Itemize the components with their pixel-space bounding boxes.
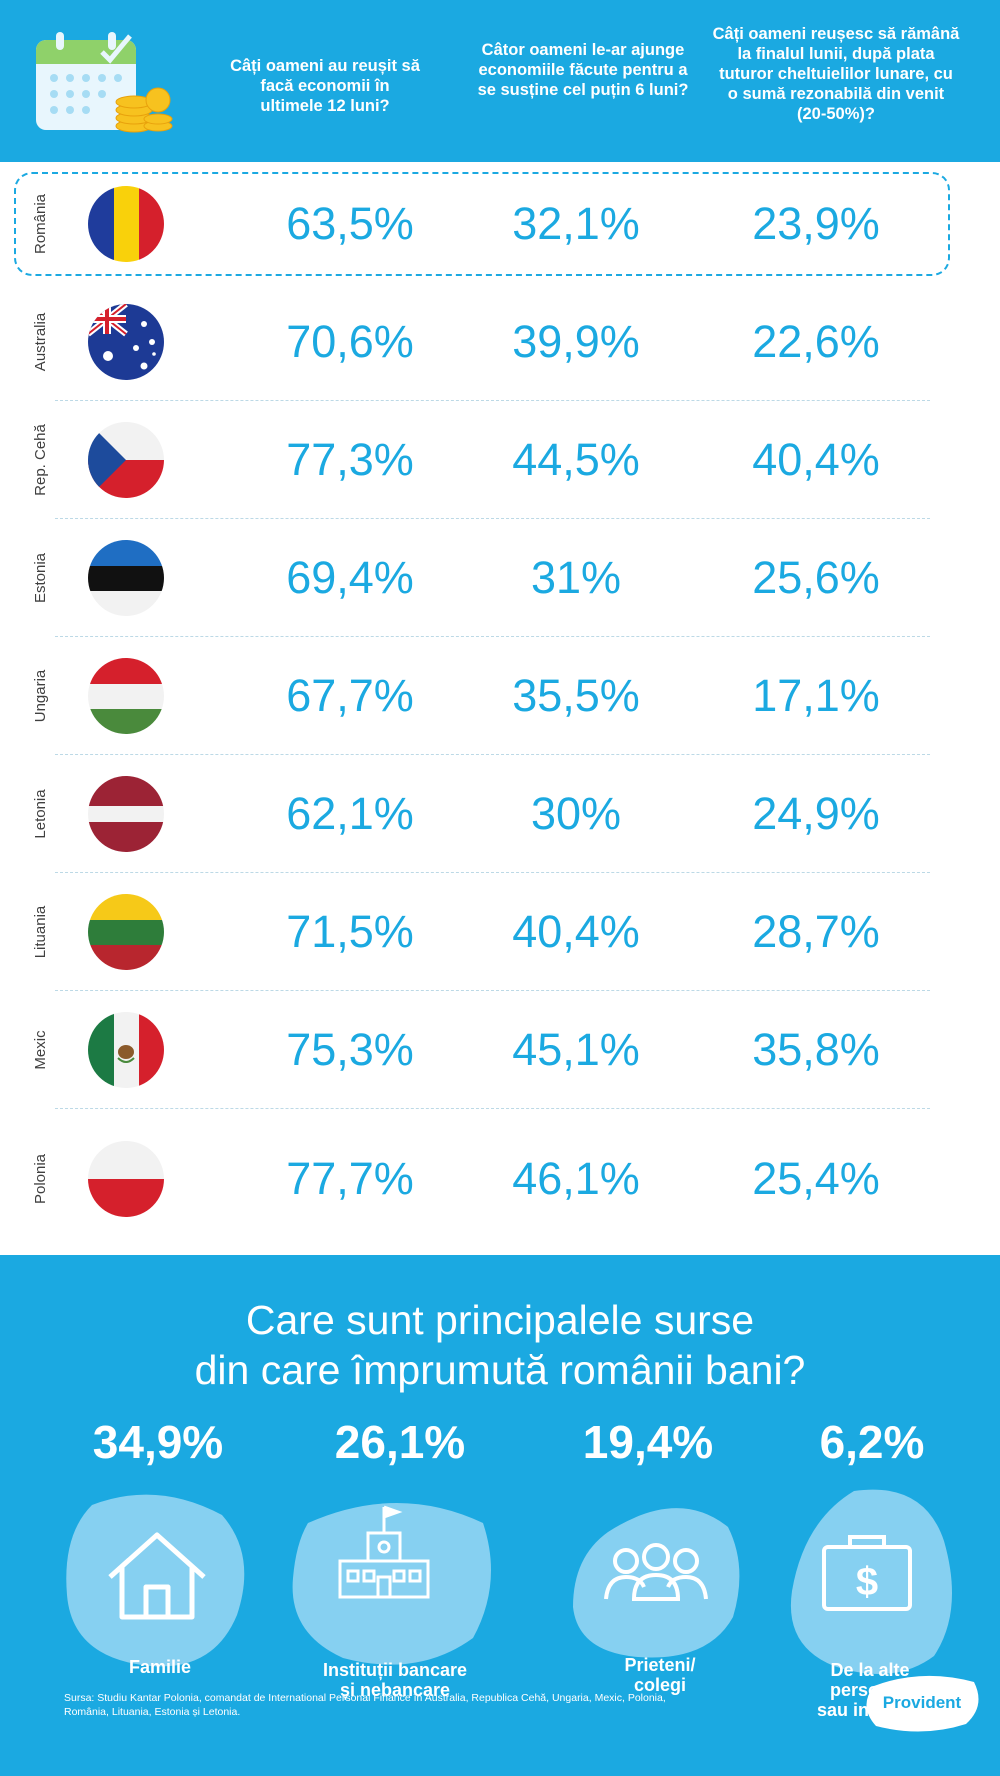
value-remaining: 23,9% [752, 198, 880, 249]
others-label-line1: De la alte [830, 1660, 910, 1680]
banks-label-line2: și nebancare [339, 1680, 451, 1700]
country-label: Mexic [32, 1030, 49, 1070]
dollar-icon: $ [856, 1560, 878, 1604]
others-percent: 6,2% [819, 1416, 925, 1468]
country-label: Letonia [32, 789, 49, 839]
table-row: Lituania 71,5% 40,4% 28,7% [0, 873, 1000, 991]
borrowing-sources-panel: Care sunt principalele surse din care îm… [0, 1255, 1000, 1776]
row-divider [55, 400, 930, 401]
value-saved: 75,3% [286, 1024, 414, 1075]
row-divider [55, 872, 930, 873]
country-label: Estonia [32, 552, 49, 604]
row-divider [55, 1108, 930, 1109]
mexico-flag-icon [88, 1012, 164, 1088]
row-divider [55, 990, 930, 991]
banks-percent: 26,1% [334, 1416, 466, 1468]
value-remaining: 40,4% [752, 434, 880, 485]
value-six-months: 45,1% [512, 1024, 640, 1075]
value-saved: 71,5% [286, 906, 414, 957]
banks-label: Instituții bancare și nebancare [300, 1660, 490, 1700]
country-label: România [32, 193, 49, 255]
others-blob: $ [790, 1489, 952, 1674]
row-divider [55, 636, 930, 637]
value-saved: 67,7% [286, 670, 414, 721]
family-blob [66, 1494, 245, 1667]
table-row: Estonia 69,4% 31% 25,6% [0, 519, 1000, 637]
table-row: Ungaria 67,7% 35,5% 17,1% [0, 637, 1000, 755]
friends-blob [573, 1508, 740, 1658]
lithuania-flag-icon [88, 894, 164, 970]
value-remaining: 25,4% [752, 1153, 880, 1204]
calendar-coins-icon [36, 32, 173, 133]
australia-flag-icon [88, 304, 164, 380]
value-remaining: 28,7% [752, 906, 880, 957]
country-label: Ungaria [32, 669, 49, 723]
value-saved: 70,6% [286, 316, 414, 367]
people-group-icon [604, 1543, 708, 1601]
banks-blob [292, 1503, 491, 1665]
value-six-months: 40,4% [512, 906, 640, 957]
value-remaining: 17,1% [752, 670, 880, 721]
poland-flag-icon [88, 1141, 164, 1217]
family-label: Familie [128, 1657, 192, 1677]
value-saved: 77,3% [286, 434, 414, 485]
source-note: Sursa: Studiu Kantar Polonia, comandat d… [64, 1692, 666, 1718]
romania-highlight-frame [14, 172, 950, 276]
borrowing-title: Care sunt principalele surse din care îm… [0, 1295, 1000, 1395]
row-divider [55, 518, 930, 519]
value-saved: 77,7% [286, 1153, 414, 1204]
money-case-icon [822, 1535, 912, 1611]
value-six-months: 32,1% [512, 198, 640, 249]
friends-label-line1: Prieteni/ [624, 1655, 696, 1675]
table-row: Rep. Cehă 77,3% 44,5% 40,4% [0, 401, 1000, 519]
value-saved: 62,1% [286, 788, 414, 839]
question-saved-12-months: Câți oameni au reușit să facă economii î… [230, 57, 420, 115]
question-remaining-income: Câți oameni reușesc să rămână la finalul… [712, 25, 960, 123]
value-six-months: 44,5% [512, 434, 640, 485]
table-row: Australia 70,6% 39,9% 22,6% [0, 283, 1000, 401]
value-saved: 63,5% [286, 198, 414, 249]
question-savings-6-months: Câtor oameni le-ar ajunge economiile făc… [477, 41, 689, 99]
latvia-flag-icon [88, 776, 164, 852]
value-six-months: 31% [530, 552, 622, 603]
czech-flag-icon [88, 422, 164, 498]
row-divider [55, 754, 930, 755]
borrowing-title-line1: Care sunt principalele surse [245, 1297, 755, 1343]
house-icon [108, 1532, 206, 1620]
value-remaining: 35,8% [752, 1024, 880, 1075]
table-row: Mexic 75,3% 45,1% 35,8% [0, 991, 1000, 1109]
country-label: Lituania [32, 905, 49, 959]
header-banner: Câți oameni au reușit să facă economii î… [0, 0, 1000, 162]
friends-label: Prieteni/ colegi [590, 1655, 730, 1695]
value-six-months: 46,1% [512, 1153, 640, 1204]
friends-label-line2: colegi [633, 1675, 686, 1695]
value-remaining: 22,6% [752, 316, 880, 367]
value-saved: 69,4% [286, 552, 414, 603]
country-label: Rep. Cehă [32, 424, 49, 496]
provident-logo: Provident [882, 1693, 962, 1712]
value-remaining: 25,6% [752, 552, 880, 603]
country-label: Australia [32, 312, 49, 372]
table-row: Polonia 77,7% 46,1% 25,4% [0, 1120, 1000, 1238]
value-remaining: 24,9% [752, 788, 880, 839]
hungary-flag-icon [88, 658, 164, 734]
borrowing-title-line2: din care împrumută românii bani? [194, 1347, 806, 1393]
family-percent: 34,9% [92, 1416, 224, 1468]
banks-label-line1: Instituții bancare [322, 1660, 468, 1680]
romania-flag-icon [88, 186, 164, 262]
country-label: Polonia [32, 1153, 49, 1205]
table-row: Letonia 62,1% 30% 24,9% [0, 755, 1000, 873]
friends-percent: 19,4% [582, 1416, 714, 1468]
value-six-months: 39,9% [512, 316, 640, 367]
provident-logo-shape [866, 1675, 979, 1732]
value-six-months: 35,5% [512, 670, 640, 721]
table-row: România 63,5% 32,1% 23,9% [0, 165, 1000, 283]
bank-building-icon [338, 1505, 430, 1599]
estonia-flag-icon [88, 540, 164, 616]
value-six-months: 30% [530, 788, 622, 839]
